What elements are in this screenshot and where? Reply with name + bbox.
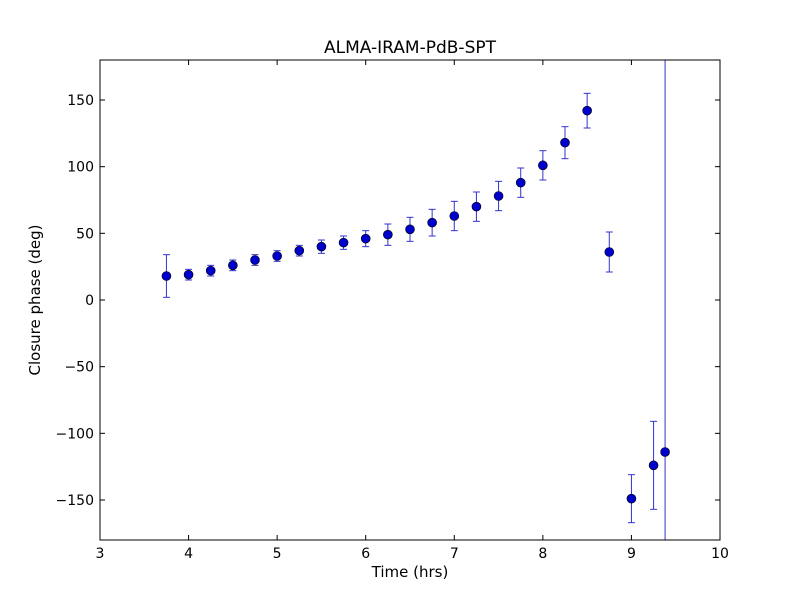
- x-tick-label: 5: [273, 546, 282, 562]
- x-tick-label: 6: [361, 546, 370, 562]
- data-point: [648, 460, 659, 471]
- y-tick-label: 50: [76, 226, 94, 242]
- data-point: [427, 217, 437, 228]
- data-point: [272, 251, 282, 261]
- y-axis-label: Closure phase (deg): [26, 225, 44, 376]
- data-point: [316, 241, 327, 252]
- data-point: [515, 177, 526, 188]
- x-tick-label: 10: [711, 546, 729, 562]
- data-point: [228, 260, 238, 271]
- data-point: [626, 493, 637, 504]
- data-point: [383, 229, 393, 240]
- data-point: [294, 245, 305, 256]
- chart-title: ALMA-IRAM-PdB-SPT: [324, 38, 497, 58]
- data-point: [405, 224, 415, 235]
- y-tick-label: −50: [64, 360, 94, 376]
- data-point: [161, 271, 172, 281]
- markers: [161, 105, 670, 504]
- data-point: [604, 247, 615, 257]
- y-tick-label: 0: [85, 293, 94, 309]
- y-tick-label: 150: [67, 93, 94, 109]
- data-point: [360, 233, 371, 244]
- ticks: 3 4 5 6 7 8 9 10 −150 −100 −50 0 50 100 150: [56, 60, 729, 562]
- data-point: [250, 255, 260, 265]
- x-tick-label: 4: [184, 546, 193, 562]
- data-point: [471, 201, 482, 212]
- data-point: [538, 160, 548, 171]
- plot-frame: [99, 59, 721, 541]
- y-tick-label: −150: [56, 493, 94, 509]
- y-tick-label: 100: [67, 160, 94, 176]
- x-axis-label: Time (hrs): [371, 563, 449, 581]
- x-tick-label: 9: [627, 546, 636, 562]
- x-tick-label: 8: [538, 546, 547, 562]
- data-point: [205, 265, 216, 276]
- y-tick-label: −100: [56, 426, 94, 442]
- data-point: [660, 447, 670, 457]
- data-point: [449, 211, 460, 221]
- data-point: [560, 137, 570, 148]
- data-point: [493, 191, 504, 201]
- data-point: [582, 105, 592, 116]
- x-tick-label: 7: [450, 546, 459, 562]
- data-point: [338, 237, 349, 248]
- data-point: [183, 269, 194, 280]
- x-tick-label: 3: [96, 546, 105, 562]
